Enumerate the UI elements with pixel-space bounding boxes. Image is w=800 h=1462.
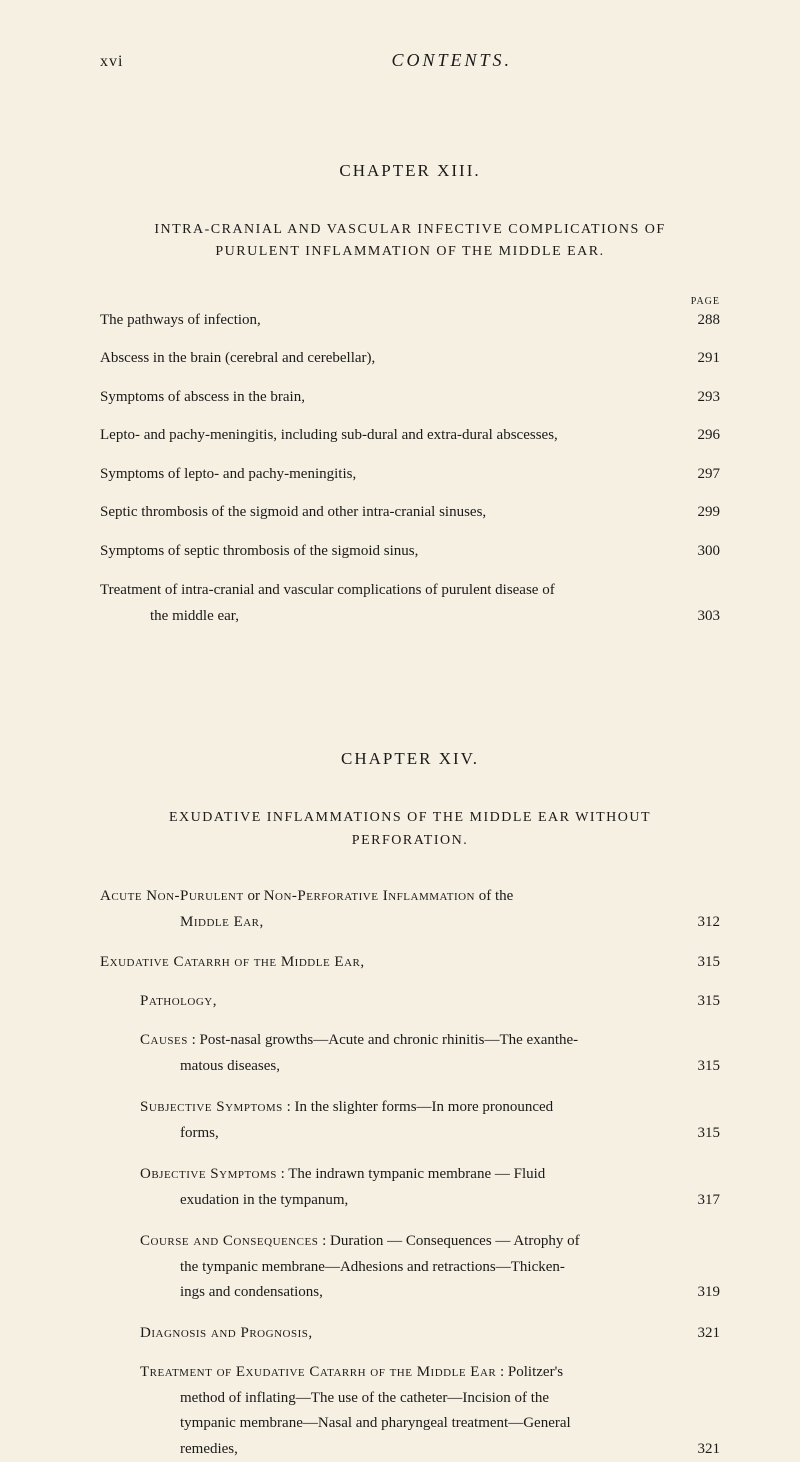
- entry-page: 321: [685, 1437, 720, 1462]
- entry-page: 296: [685, 424, 720, 447]
- entry-text-line2: method of inflating—The use of the cathe…: [180, 1386, 720, 1412]
- entry-page: 315: [685, 1054, 720, 1080]
- entry-page: 291: [685, 347, 720, 370]
- entry-page: 315: [685, 951, 720, 974]
- entry-page: 321: [685, 1322, 720, 1345]
- toc-entry: Symptoms of septic thrombosis of the sig…: [100, 540, 720, 563]
- entry-text-line3: ings and condensations,: [180, 1280, 665, 1306]
- toc-entry: Pathology, 315: [140, 990, 720, 1013]
- entry-page: 319: [685, 1280, 720, 1306]
- entry-page: 315: [685, 990, 720, 1013]
- entry-text-line1: Course and Consequences : Duration — Con…: [140, 1233, 580, 1249]
- entry-page: 299: [685, 501, 720, 524]
- entry-text: Symptoms of septic thrombosis of the sig…: [100, 540, 665, 563]
- toc-entry: Exudative Catarrh of the Middle Ear, 315: [100, 951, 720, 974]
- entry-text: Symptoms of abscess in the brain,: [100, 386, 665, 409]
- entry-page: 293: [685, 386, 720, 409]
- entry-text-line1: Subjective Symptoms : In the slighter fo…: [140, 1099, 553, 1115]
- entry-page: 312: [685, 910, 720, 936]
- chapter-13-heading: CHAPTER XIII.: [100, 161, 720, 181]
- entry-text: Septic thrombosis of the sigmoid and oth…: [100, 501, 665, 524]
- toc-entry: Septic thrombosis of the sigmoid and oth…: [100, 501, 720, 524]
- toc-entry-multiline: Course and Consequences : Duration — Con…: [140, 1229, 720, 1306]
- chapter-14-subtitle: EXUDATIVE INFLAMMATIONS OF THE MIDDLE EA…: [100, 807, 720, 852]
- contents-heading: CONTENTS.: [391, 50, 512, 71]
- entry-page: 300: [685, 540, 720, 563]
- entry-text-line1: Objective Symptoms : The indrawn tympani…: [140, 1166, 545, 1182]
- header-row: xvi CONTENTS.: [100, 50, 720, 71]
- entry-text-line2: exudation in the tympanum,: [180, 1188, 665, 1214]
- toc-entry-multiline: Treatment of Exudative Catarrh of the Mi…: [140, 1360, 720, 1462]
- toc-entry: Symptoms of lepto- and pachy-meningitis,…: [100, 463, 720, 486]
- toc-entry: Symptoms of abscess in the brain, 293: [100, 386, 720, 409]
- entry-text-line4: remedies,: [180, 1437, 665, 1462]
- entry-text: The pathways of infection,: [100, 309, 665, 332]
- entry-text: Symptoms of lepto- and pachy-meningitis,: [100, 463, 665, 486]
- entry-text-line2: the middle ear,: [150, 604, 665, 630]
- page-roman-numeral: xvi: [100, 53, 123, 71]
- entry-page: 297: [685, 463, 720, 486]
- entry-text: Abscess in the brain (cerebral and cereb…: [100, 347, 665, 370]
- entry-text: Diagnosis and Prognosis,: [140, 1322, 665, 1345]
- chapter-14-heading: CHAPTER XIV.: [100, 749, 720, 769]
- entry-text: Exudative Catarrh of the Middle Ear,: [100, 951, 665, 974]
- entry-page: 303: [685, 604, 720, 630]
- entry-text-line3: tympanic membrane—Nasal and pharyngeal t…: [180, 1411, 720, 1437]
- entry-text-line2: Middle Ear,: [180, 910, 665, 936]
- toc-entry: Lepto- and pachy-meningitis, including s…: [100, 424, 720, 447]
- toc-entry: Diagnosis and Prognosis, 321: [140, 1322, 720, 1345]
- entry-text: Lepto- and pachy-meningitis, including s…: [100, 424, 665, 447]
- toc-entry-multiline: Causes : Post-nasal growths—Acute and ch…: [140, 1028, 720, 1079]
- toc-entry-multiline: Objective Symptoms : The indrawn tympani…: [140, 1162, 720, 1213]
- page-column-label: PAGE: [100, 296, 720, 307]
- toc-entry: Abscess in the brain (cerebral and cereb…: [100, 347, 720, 370]
- entry-text-line1: Treatment of intra-cranial and vascular …: [100, 578, 720, 604]
- toc-entry-multiline: Subjective Symptoms : In the slighter fo…: [140, 1095, 720, 1146]
- toc-entry: Acute Non-Purulent or Non-Perforative In…: [100, 884, 720, 935]
- entry-text-line1: Acute Non-Purulent or Non-Perforative In…: [100, 888, 513, 904]
- chapter-13-section: CHAPTER XIII. INTRA-CRANIAL AND VASCULAR…: [100, 161, 720, 629]
- entry-text-line1: Treatment of Exudative Catarrh of the Mi…: [140, 1364, 563, 1380]
- entry-text-line2: forms,: [180, 1121, 665, 1147]
- entry-text-line2: the tympanic membrane—Adhesions and retr…: [180, 1255, 720, 1281]
- entry-page: 317: [685, 1188, 720, 1214]
- entry-text-line1: Causes : Post-nasal growths—Acute and ch…: [140, 1032, 578, 1048]
- toc-entry-multiline: Treatment of intra-cranial and vascular …: [100, 578, 720, 629]
- entry-page: 315: [685, 1121, 720, 1147]
- entry-text: Pathology,: [140, 990, 665, 1013]
- toc-entry: The pathways of infection, 288: [100, 309, 720, 332]
- chapter-14-section: CHAPTER XIV. EXUDATIVE INFLAMMATIONS OF …: [100, 749, 720, 1462]
- entry-page: 288: [685, 309, 720, 332]
- entry-text-line2: matous diseases,: [180, 1054, 665, 1080]
- chapter-13-subtitle: INTRA-CRANIAL AND VASCULAR INFECTIVE COM…: [100, 219, 720, 264]
